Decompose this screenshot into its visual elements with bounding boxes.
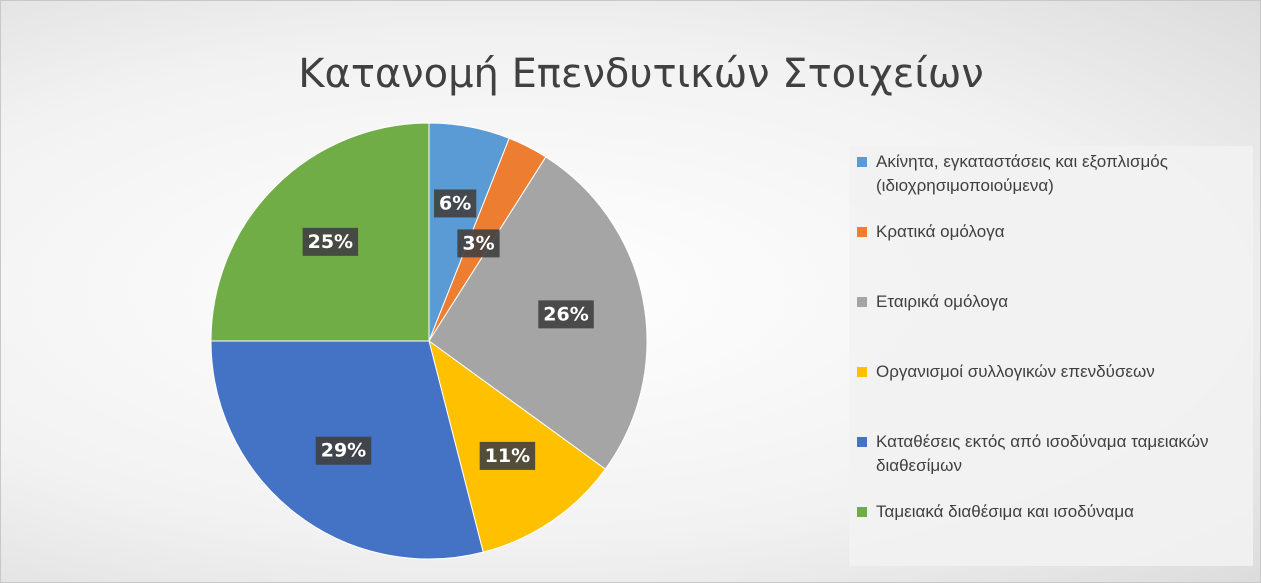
data-label: 11% [479, 441, 536, 470]
legend-label: Εταιρικά ομόλογα [876, 292, 1009, 311]
legend-label: Ταμειακά διαθέσιμα και ισοδύναμα [876, 502, 1134, 521]
data-label: 6% [434, 189, 477, 218]
legend-item: Κρατικά ομόλογα [857, 220, 1247, 290]
legend-swatch [857, 437, 867, 447]
legend-swatch [857, 507, 867, 517]
legend: Ακίνητα, εγκαταστάσεις και εξοπλισμός (ι… [849, 146, 1253, 566]
chart-title: Κατανομή Επενδυτικών Στοιχείων [298, 51, 984, 97]
data-label-text: 29% [321, 440, 366, 462]
legend-swatch [857, 297, 867, 307]
legend-swatch [857, 367, 867, 377]
data-label-box [315, 436, 372, 465]
data-label: 26% [538, 300, 594, 329]
data-label-box [434, 189, 477, 218]
data-label: 29% [315, 436, 372, 465]
legend-item: Οργανισμοί συλλογικών επενδύσεων [857, 360, 1247, 430]
data-label: 3% [457, 229, 500, 258]
legend-swatch [857, 157, 867, 167]
legend-label: Οργανισμοί συλλογικών επενδύσεων [876, 362, 1155, 381]
data-label-box [538, 300, 594, 329]
data-label-box [457, 229, 500, 258]
pie-slice [428, 156, 648, 470]
legend-label: Κρατικά ομόλογα [876, 222, 1005, 241]
data-label: 25% [302, 227, 359, 256]
data-label-text: 6% [439, 192, 471, 214]
legend-item: Ταμειακά διαθέσιμα και ισοδύναμα [857, 500, 1247, 570]
data-label-text: 26% [543, 303, 588, 325]
data-label-text: 11% [485, 445, 530, 467]
data-label-text: 3% [462, 232, 494, 254]
legend-item: Καταθέσεις εκτός από ισοδύναμα ταμειακών… [857, 430, 1247, 500]
legend-label: Καταθέσεις εκτός από ισοδύναμα ταμειακών… [876, 432, 1209, 475]
data-label-text: 25% [308, 231, 353, 253]
data-label-box [479, 441, 536, 470]
legend-label: Ακίνητα, εγκαταστάσεις και εξοπλισμός (ι… [876, 152, 1168, 195]
legend-swatch [857, 227, 867, 237]
legend-item: Ακίνητα, εγκαταστάσεις και εξοπλισμός (ι… [857, 150, 1247, 220]
legend-item: Εταιρικά ομόλογα [857, 290, 1247, 360]
data-label-box [302, 227, 359, 256]
